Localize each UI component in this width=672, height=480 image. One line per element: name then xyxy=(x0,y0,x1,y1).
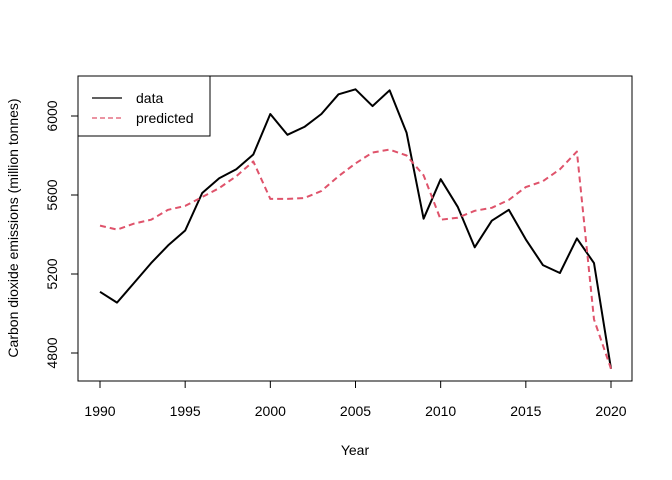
x-tick-label: 2010 xyxy=(425,403,456,419)
x-tick-label: 1990 xyxy=(84,403,115,419)
legend-label-predicted: predicted xyxy=(136,110,194,126)
y-tick-label: 4800 xyxy=(44,337,60,368)
legend-box xyxy=(77,75,211,137)
legend-label-data: data xyxy=(136,90,163,106)
x-tick-label: 2015 xyxy=(510,403,541,419)
x-tick-label: 2005 xyxy=(340,403,371,419)
series-line-predicted xyxy=(99,148,612,370)
y-tick-label: 5600 xyxy=(44,179,60,210)
x-tick-label: 2000 xyxy=(255,403,286,419)
y-tick-label: 5200 xyxy=(44,258,60,289)
x-tick-label: 1995 xyxy=(170,403,201,419)
y-axis: 4800 5200 5600 6000 xyxy=(44,100,78,369)
y-tick-label: 6000 xyxy=(44,100,60,131)
x-axis-title: Year xyxy=(341,442,370,458)
series-line-data xyxy=(99,88,612,369)
series-layer xyxy=(99,88,612,370)
x-axis: 1990 1995 2000 2005 2010 2015 2020 xyxy=(84,381,627,419)
legend: data predicted xyxy=(77,75,211,137)
y-axis-title: Carbon dioxide emissions (million tonnes… xyxy=(5,98,21,357)
x-tick-label: 2020 xyxy=(595,403,626,419)
